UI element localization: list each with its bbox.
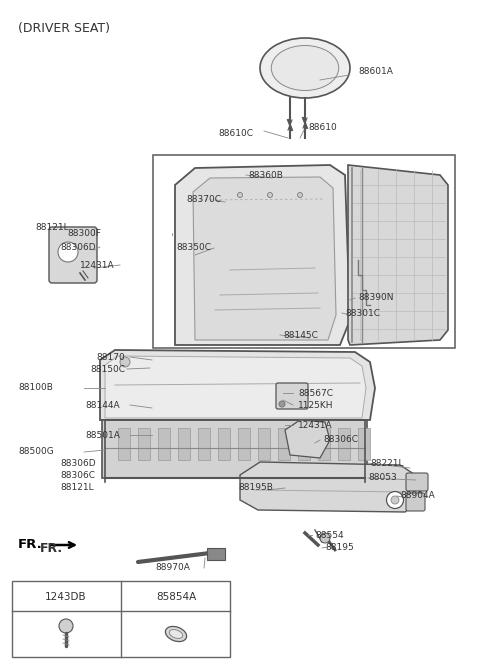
Text: (DRIVER SEAT): (DRIVER SEAT) bbox=[18, 22, 110, 35]
Polygon shape bbox=[193, 177, 336, 340]
Bar bbox=[158, 428, 170, 460]
Text: 88301C: 88301C bbox=[345, 309, 380, 317]
FancyBboxPatch shape bbox=[406, 473, 428, 491]
Bar bbox=[178, 428, 190, 460]
Text: 88904A: 88904A bbox=[400, 491, 435, 501]
Text: FR.: FR. bbox=[40, 541, 63, 554]
Bar bbox=[153, 155, 455, 348]
Ellipse shape bbox=[166, 627, 187, 641]
Bar bbox=[218, 428, 230, 460]
Text: 12431A: 12431A bbox=[298, 421, 333, 429]
Text: 88610C: 88610C bbox=[218, 129, 253, 138]
Text: 85854A: 85854A bbox=[156, 592, 196, 602]
Bar bbox=[198, 428, 210, 460]
Circle shape bbox=[391, 496, 399, 504]
Text: 88145C: 88145C bbox=[283, 331, 318, 340]
Text: 88121L: 88121L bbox=[60, 484, 94, 493]
FancyBboxPatch shape bbox=[406, 493, 425, 511]
Circle shape bbox=[120, 357, 130, 367]
Polygon shape bbox=[285, 420, 330, 458]
Text: 88567C: 88567C bbox=[298, 389, 333, 397]
Text: 88306D: 88306D bbox=[60, 242, 96, 252]
Bar bbox=[278, 428, 290, 460]
Bar bbox=[298, 428, 310, 460]
Text: 88221L: 88221L bbox=[370, 458, 404, 468]
Ellipse shape bbox=[169, 629, 183, 638]
Text: 88306C: 88306C bbox=[323, 435, 358, 444]
Ellipse shape bbox=[271, 46, 339, 91]
Bar bbox=[338, 428, 350, 460]
Text: 1125KH: 1125KH bbox=[298, 401, 334, 409]
Text: FR.: FR. bbox=[18, 539, 43, 552]
Polygon shape bbox=[240, 462, 420, 512]
Text: 88601A: 88601A bbox=[358, 68, 393, 76]
Text: 88306D: 88306D bbox=[60, 460, 96, 468]
Circle shape bbox=[386, 491, 404, 509]
Text: 88195B: 88195B bbox=[238, 484, 273, 493]
Circle shape bbox=[58, 242, 78, 262]
Bar bbox=[118, 428, 130, 460]
Circle shape bbox=[279, 401, 285, 407]
Text: 12431A: 12431A bbox=[80, 260, 115, 270]
Text: 88306C: 88306C bbox=[60, 472, 95, 480]
Polygon shape bbox=[105, 356, 366, 418]
Text: 88390N: 88390N bbox=[358, 293, 394, 303]
Ellipse shape bbox=[260, 38, 350, 98]
Text: 88970A: 88970A bbox=[155, 564, 190, 572]
Circle shape bbox=[238, 193, 242, 197]
Bar bbox=[258, 428, 270, 460]
Text: 88300F: 88300F bbox=[67, 229, 101, 238]
Polygon shape bbox=[100, 350, 375, 420]
Circle shape bbox=[320, 533, 330, 543]
Bar bbox=[318, 428, 330, 460]
Circle shape bbox=[267, 193, 273, 197]
Bar bbox=[12, 581, 230, 657]
Text: 88195: 88195 bbox=[325, 544, 354, 552]
Text: 88350C: 88350C bbox=[176, 244, 211, 252]
Bar bbox=[207, 548, 225, 560]
Circle shape bbox=[59, 619, 73, 633]
Text: 88170: 88170 bbox=[96, 352, 125, 362]
Polygon shape bbox=[175, 165, 350, 345]
Bar bbox=[102, 420, 367, 478]
Text: 88501A: 88501A bbox=[85, 431, 120, 440]
Text: 88121L: 88121L bbox=[35, 223, 69, 232]
Text: 1243DB: 1243DB bbox=[45, 592, 87, 602]
Bar bbox=[138, 428, 150, 460]
Text: 88500G: 88500G bbox=[18, 448, 54, 456]
FancyBboxPatch shape bbox=[276, 383, 308, 409]
Bar bbox=[238, 428, 250, 460]
Text: 88554: 88554 bbox=[315, 531, 344, 539]
Text: 88370C: 88370C bbox=[186, 195, 221, 205]
Text: 88100B: 88100B bbox=[18, 384, 53, 393]
Text: 88150C: 88150C bbox=[90, 364, 125, 374]
Circle shape bbox=[298, 193, 302, 197]
Text: 88360B: 88360B bbox=[248, 170, 283, 180]
FancyBboxPatch shape bbox=[49, 227, 97, 283]
Bar bbox=[358, 428, 370, 460]
Text: 88144A: 88144A bbox=[85, 401, 120, 409]
Text: 88610: 88610 bbox=[308, 123, 337, 132]
Polygon shape bbox=[348, 165, 448, 345]
Text: 88053: 88053 bbox=[368, 474, 397, 482]
